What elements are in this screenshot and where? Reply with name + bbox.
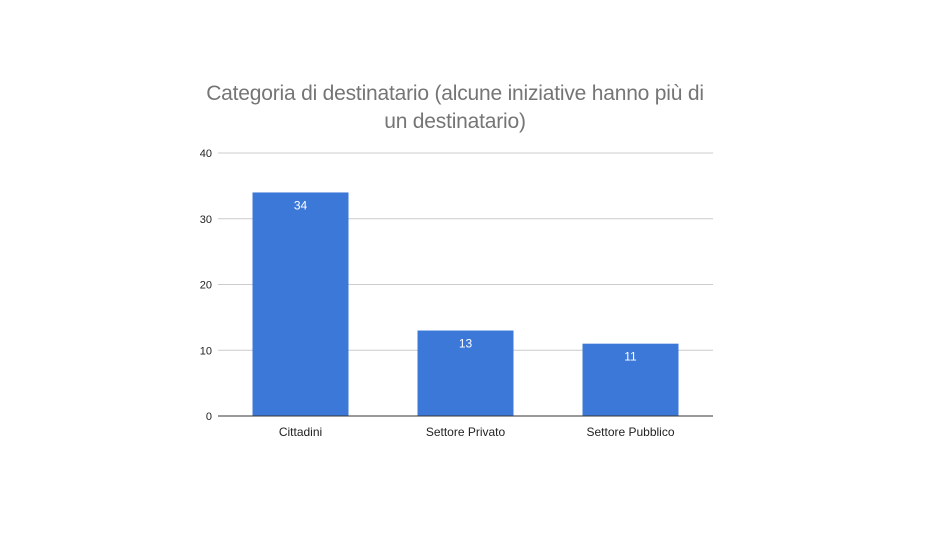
x-category-label: Settore Pubblico bbox=[586, 425, 674, 439]
y-tick-label: 10 bbox=[200, 345, 212, 357]
chart-title: Categoria di destinatario (alcune inizia… bbox=[206, 82, 704, 133]
data-label: 11 bbox=[624, 350, 637, 364]
x-category-label: Settore Privato bbox=[426, 425, 506, 439]
bar bbox=[582, 343, 679, 416]
bar bbox=[417, 330, 514, 416]
y-tick-label: 0 bbox=[206, 411, 212, 423]
data-label: 13 bbox=[459, 337, 473, 351]
x-category-label: Cittadini bbox=[279, 425, 322, 439]
data-label: 34 bbox=[294, 198, 308, 212]
y-tick-label: 30 bbox=[200, 214, 212, 226]
bar bbox=[252, 192, 349, 416]
y-tick-label: 20 bbox=[200, 280, 212, 292]
y-tick-label: 40 bbox=[200, 148, 212, 160]
